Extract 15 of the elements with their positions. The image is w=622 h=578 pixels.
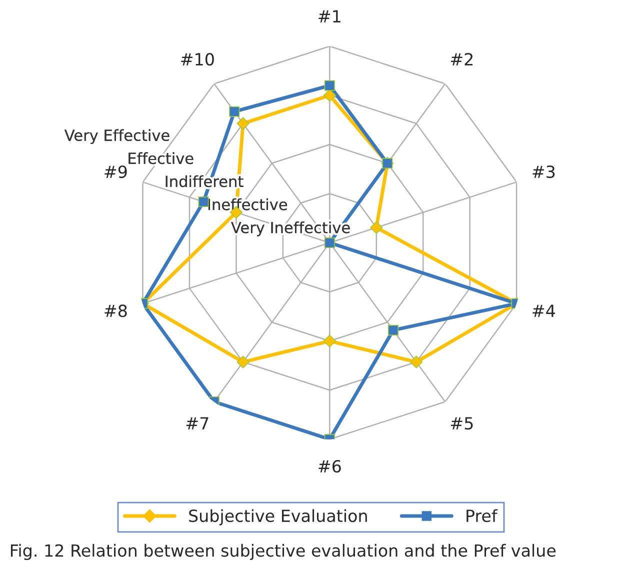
y-tick-label: Effective [128,152,194,164]
spoke-label: #1 [318,10,340,22]
y-tick-label: Very Effective [64,129,170,144]
legend-label: Pref [466,509,498,522]
spoke-label: #7 [186,417,208,430]
spoke-label: #3 [532,165,555,178]
spoke-label: #9 [104,165,127,178]
caption: Fig. 12 Relation between subjective evaluation and the Pref value [10,544,556,560]
spoke-label: #8 [104,304,127,318]
spoke-label: #6 [318,460,341,473]
spoke-label: #5 [450,417,473,430]
spoke-label: #2 [450,52,473,66]
legend-label: Subjective Evaluation [189,509,367,526]
spoke-label: #10 [181,52,214,66]
spoke-label: #4 [532,304,555,317]
